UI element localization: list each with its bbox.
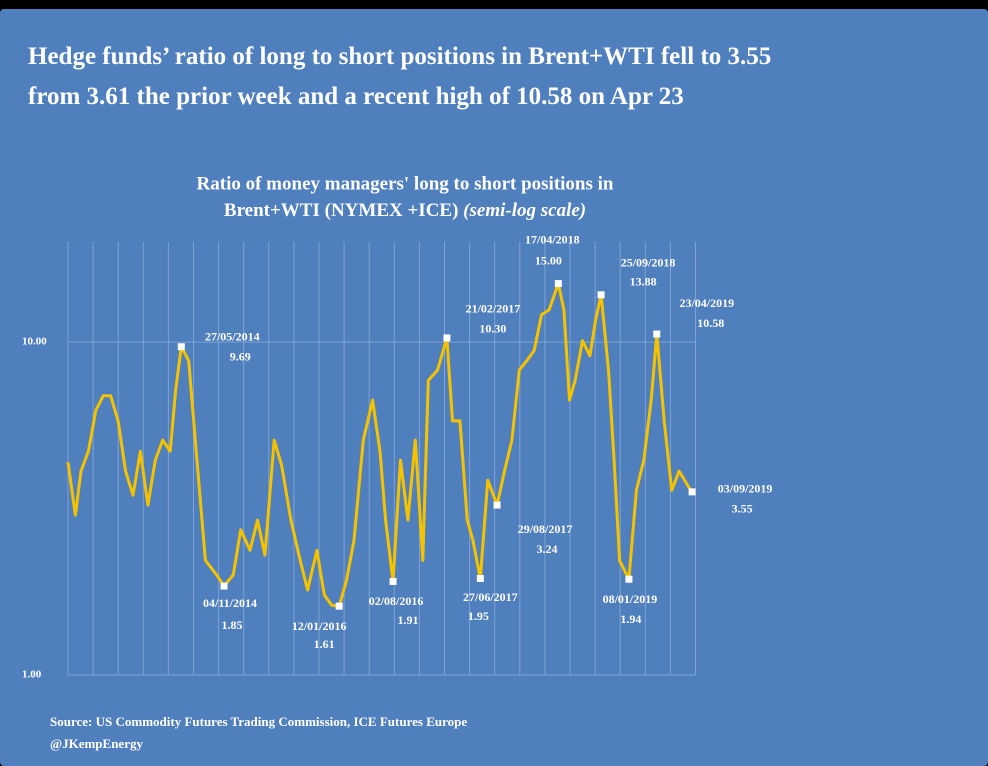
annotation-marker	[389, 577, 397, 585]
annotation-date: 29/08/2017	[518, 522, 573, 536]
chart-title: Brent+WTI (NYMEX +ICE) (semi-log scale)	[224, 200, 586, 221]
annotation-value: 15.00	[535, 253, 562, 267]
annotation-marker	[335, 602, 343, 610]
chart-title: Brent+WTI (NYMEX +ICE)	[224, 200, 459, 221]
grid	[67, 242, 696, 676]
annotation-date: 25/09/2018	[621, 256, 676, 270]
annotation-date: 17/04/2018	[525, 232, 580, 246]
annotation-value: 1.85	[222, 618, 243, 632]
y-tick-label: 1.00	[22, 669, 42, 681]
annotation-marker	[653, 330, 661, 338]
annotation-marker	[220, 582, 228, 590]
annotation-value: 13.88	[630, 275, 657, 289]
annotation-marker	[493, 501, 501, 509]
headline: Hedge funds’ ratio of long to short posi…	[28, 43, 771, 70]
annotation-date: 23/04/2019	[679, 296, 734, 310]
chart-subtitle: (semi-log scale)	[463, 200, 586, 221]
annotation-marker	[443, 334, 451, 342]
annotation-marker	[597, 291, 605, 299]
annotation-value: 1.95	[468, 609, 489, 623]
annotation-marker	[554, 280, 562, 288]
annotation-marker	[177, 343, 185, 351]
chart-title: Ratio of money managers' long to short p…	[197, 173, 614, 194]
annotation-value: 1.61	[314, 637, 335, 651]
headline: from 3.61 the prior week and a recent hi…	[28, 83, 684, 110]
annotation-value: 10.58	[697, 316, 724, 330]
background	[0, 9, 988, 766]
annotation-value: 3.55	[732, 502, 753, 516]
annotation-date: 03/09/2019	[718, 482, 773, 496]
annotation-date: 02/08/2016	[369, 594, 424, 608]
annotation-marker	[688, 488, 696, 496]
annotation-value: 3.24	[537, 542, 558, 556]
y-tick-label: 10.00	[22, 336, 47, 348]
source: Source: US Commodity Futures Trading Com…	[50, 714, 467, 729]
annotation-value: 1.94	[620, 612, 641, 626]
annotation-date: 08/01/2019	[603, 592, 658, 606]
annotation-date: 21/02/2017	[466, 302, 521, 316]
annotation-value: 10.30	[479, 322, 506, 336]
annotation-marker	[625, 575, 633, 583]
annotation-marker	[476, 574, 484, 582]
annotation-date: 12/01/2016	[292, 619, 347, 633]
annotation-date: 27/06/2017	[463, 590, 518, 604]
annotation-value: 9.69	[230, 349, 251, 363]
source: @JKempEnergy	[50, 736, 143, 751]
annotation-value: 1.91	[398, 613, 419, 627]
annotation-date: 27/05/2014	[205, 329, 260, 343]
annotation-date: 04/11/2014	[203, 596, 257, 610]
